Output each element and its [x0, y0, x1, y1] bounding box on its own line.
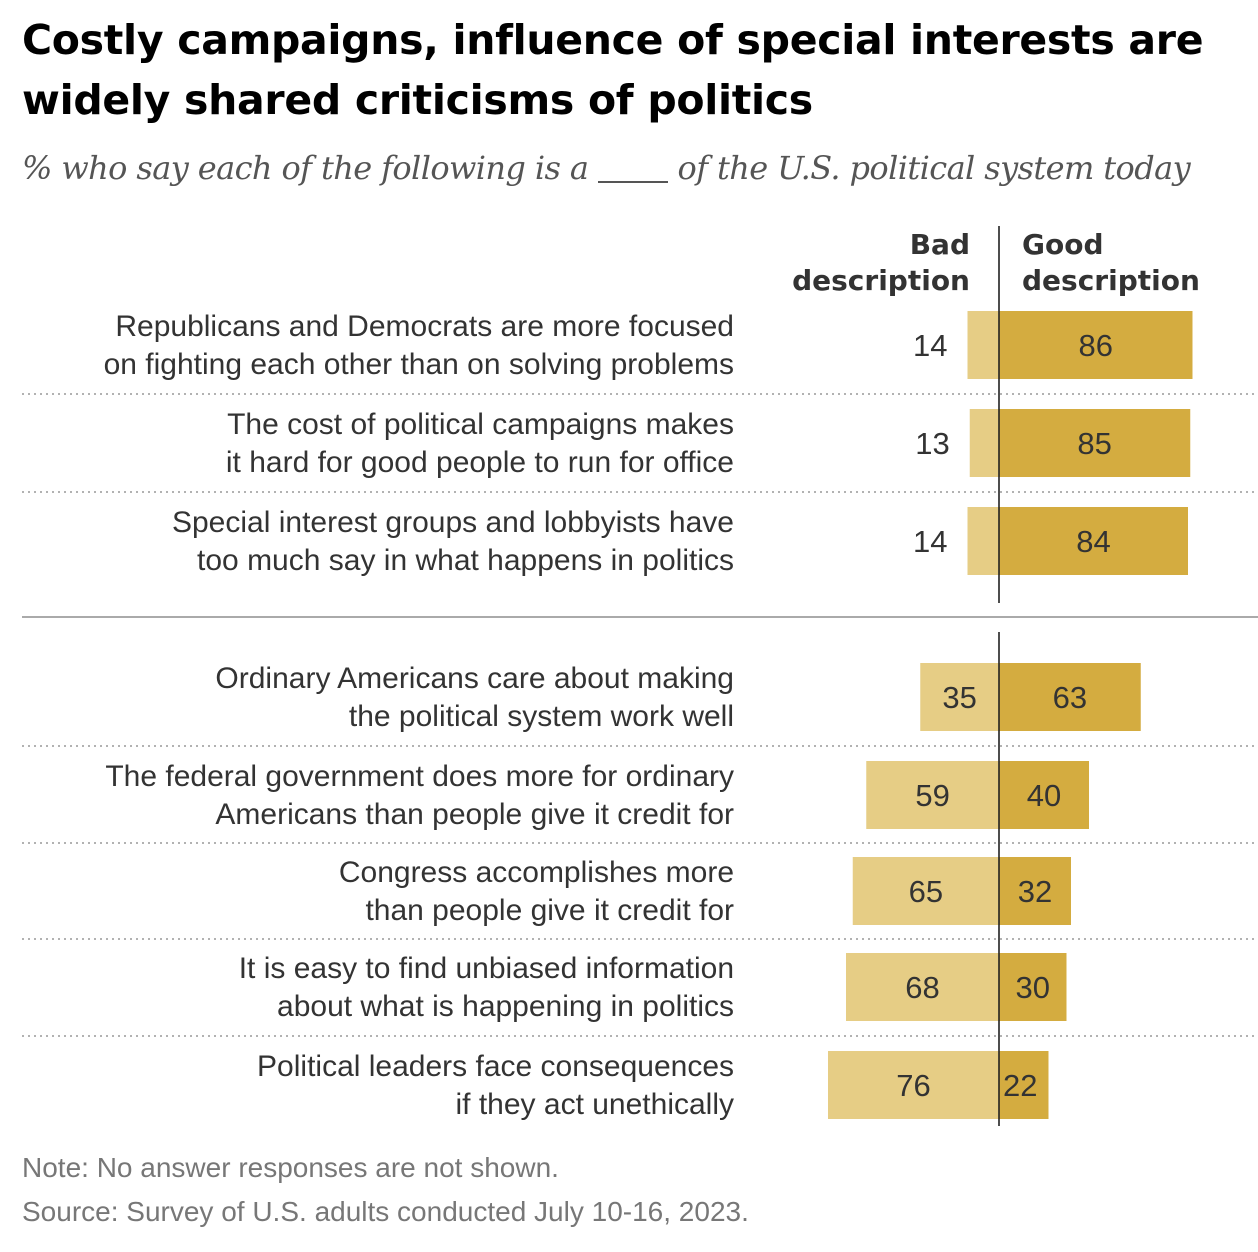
value-label-good: 32: [1018, 874, 1052, 909]
bar-bad: [828, 1051, 999, 1119]
value-label-bad: 14: [913, 524, 947, 559]
row-label-line: Americans than people give it credit for: [215, 798, 734, 831]
value-label-good: 22: [1003, 1068, 1037, 1103]
chart-source: Source: Survey of U.S. adults conducted …: [22, 1196, 749, 1227]
row-label-line: the political system work well: [349, 700, 734, 733]
row-label-line: if they act unethically: [456, 1088, 734, 1121]
bar-good: [999, 409, 1191, 477]
row-label-line: Special interest groups and lobbyists ha…: [172, 506, 734, 539]
value-label-bad: 76: [896, 1068, 930, 1103]
value-label-bad: 68: [905, 970, 939, 1005]
chart-note: Note: No answer responses are not shown.: [22, 1152, 559, 1183]
bar-bad: [846, 953, 999, 1021]
bar-bad: [967, 311, 999, 379]
row-label: Ordinary Americans care about making the …: [215, 662, 734, 733]
row-label: It is easy to find unbiased information a…: [239, 952, 734, 1023]
row-label: Political leaders face consequences if th…: [257, 1050, 734, 1121]
bar-good: [999, 761, 1089, 829]
value-label-good: 63: [1053, 680, 1087, 715]
value-label-bad: 35: [942, 680, 976, 715]
row-label-line: about what is happening in politics: [277, 990, 734, 1023]
value-label-bad: 59: [915, 778, 949, 813]
header-bad-label: description: [792, 264, 970, 297]
bar-good: [999, 663, 1141, 731]
bar-bad: [866, 761, 999, 829]
row-label-line: The federal government does more for ord…: [105, 760, 734, 793]
row-label-line: Congress accomplishes more: [339, 856, 734, 889]
value-label-good: 85: [1077, 426, 1111, 461]
bar-good: [999, 857, 1071, 925]
row-label-line: Political leaders face consequences: [257, 1050, 734, 1083]
row-label: Republicans and Democrats are more focus…: [104, 310, 734, 381]
row-label: The cost of political campaigns makes it …: [226, 408, 734, 479]
row-label-line: Republicans and Democrats are more focus…: [115, 310, 734, 343]
value-label-good: 40: [1027, 778, 1061, 813]
bar-good: [999, 953, 1067, 1021]
row-label-line: than people give it credit for: [365, 894, 734, 927]
row-label-line: too much say in what happens in politics: [197, 544, 734, 577]
header-bad-label: Bad: [910, 228, 970, 261]
value-label-bad: 65: [909, 874, 943, 909]
bar-good: [999, 1051, 1049, 1119]
chart-title: Costly campaigns, influence of special i…: [22, 16, 1204, 124]
row-label: The federal government does more for ord…: [105, 760, 734, 831]
bar-bad: [852, 857, 999, 925]
bar-bad: [967, 507, 999, 575]
value-label-bad: 13: [915, 426, 949, 461]
bar-bad: [969, 409, 999, 477]
row-label: Congress accomplishes more than people gi…: [339, 856, 734, 927]
row-label: Special interest groups and lobbyists ha…: [172, 506, 734, 577]
header-good-label: description: [1022, 264, 1200, 297]
row-label-line: It is easy to find unbiased information: [239, 952, 734, 985]
header-good-label: Good: [1022, 228, 1104, 261]
bar-good: [999, 507, 1188, 575]
value-label-bad: 14: [913, 328, 947, 363]
value-label-good: 84: [1076, 524, 1110, 559]
row-label-line: The cost of political campaigns makes: [227, 408, 734, 441]
row-label-line: it hard for good people to run for offic…: [226, 446, 734, 479]
bar-bad: [920, 663, 999, 731]
chart-subtitle: % who say each of the following is a of …: [22, 149, 1191, 187]
value-label-good: 30: [1016, 970, 1050, 1005]
bar-good: [999, 311, 1193, 379]
row-label-line: Ordinary Americans care about making: [215, 662, 734, 695]
value-label-good: 86: [1079, 328, 1113, 363]
subtitle-blank: [597, 161, 668, 183]
row-label-line: on fighting each other than on solving p…: [104, 348, 734, 381]
